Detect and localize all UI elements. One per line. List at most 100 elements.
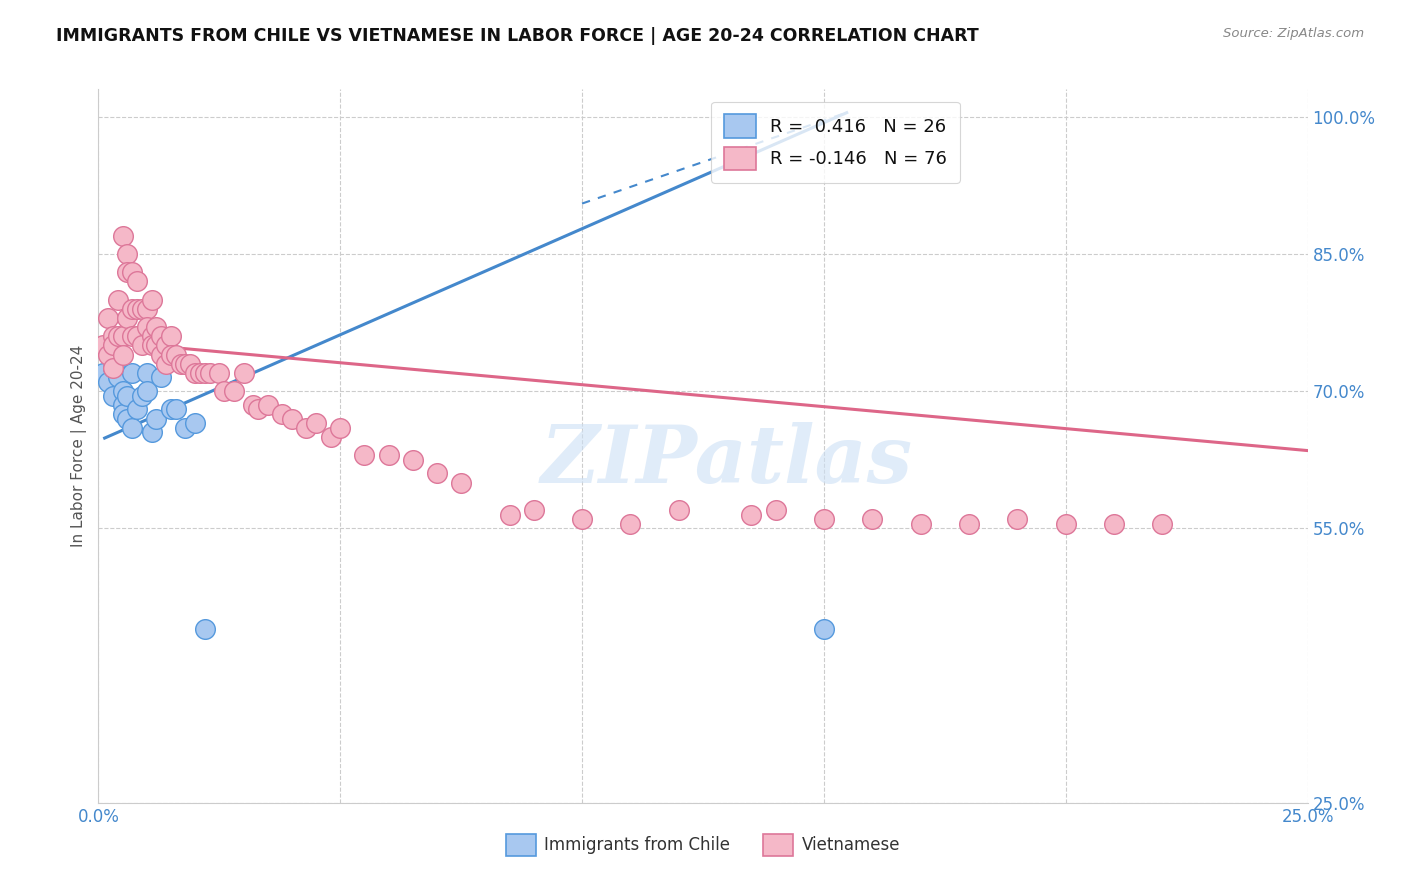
Text: IMMIGRANTS FROM CHILE VS VIETNAMESE IN LABOR FORCE | AGE 20-24 CORRELATION CHART: IMMIGRANTS FROM CHILE VS VIETNAMESE IN L… xyxy=(56,27,979,45)
Point xyxy=(91,366,114,380)
Point xyxy=(135,320,157,334)
Point xyxy=(295,420,318,434)
Point xyxy=(1152,516,1174,531)
Point xyxy=(160,347,183,361)
Point xyxy=(141,425,163,440)
Point xyxy=(141,338,163,352)
Point xyxy=(194,366,217,380)
Point xyxy=(111,384,134,398)
Point xyxy=(155,357,177,371)
Point xyxy=(127,301,149,316)
Point xyxy=(135,384,157,398)
Point xyxy=(198,366,221,380)
Point xyxy=(145,320,167,334)
Point xyxy=(127,329,149,343)
Point xyxy=(117,247,139,261)
Point xyxy=(150,329,173,343)
Point xyxy=(242,398,264,412)
Y-axis label: In Labor Force | Age 20-24: In Labor Force | Age 20-24 xyxy=(72,345,87,547)
Point xyxy=(1054,516,1077,531)
Point xyxy=(165,347,187,361)
Point xyxy=(668,503,690,517)
Point xyxy=(111,347,134,361)
Point xyxy=(329,420,352,434)
Point xyxy=(155,338,177,352)
Point xyxy=(305,416,328,430)
Legend: Immigrants from Chile, Vietnamese: Immigrants from Chile, Vietnamese xyxy=(499,828,907,863)
Point xyxy=(150,370,173,384)
Point xyxy=(121,420,143,434)
Point xyxy=(111,398,134,412)
Point xyxy=(121,366,143,380)
Point xyxy=(740,508,762,522)
Point xyxy=(117,389,139,403)
Point xyxy=(121,265,143,279)
Point xyxy=(135,366,157,380)
Point xyxy=(426,467,449,481)
Point xyxy=(121,301,143,316)
Point xyxy=(208,366,231,380)
Point xyxy=(232,366,254,380)
Point xyxy=(97,375,120,389)
Point xyxy=(160,329,183,343)
Point xyxy=(101,329,124,343)
Point xyxy=(160,402,183,417)
Point xyxy=(247,402,270,417)
Point xyxy=(910,516,932,531)
Point xyxy=(97,347,120,361)
Point xyxy=(107,352,129,367)
Point xyxy=(1007,512,1029,526)
Text: Source: ZipAtlas.com: Source: ZipAtlas.com xyxy=(1223,27,1364,40)
Point xyxy=(319,430,342,444)
Point xyxy=(107,370,129,384)
Point xyxy=(117,265,139,279)
Point xyxy=(271,407,294,421)
Point xyxy=(131,338,153,352)
Point xyxy=(150,347,173,361)
Point xyxy=(498,508,520,522)
Point xyxy=(353,448,375,462)
Point xyxy=(107,329,129,343)
Point xyxy=(127,402,149,417)
Point xyxy=(141,293,163,307)
Point xyxy=(184,416,207,430)
Point xyxy=(765,503,787,517)
Point xyxy=(111,407,134,421)
Point xyxy=(121,329,143,343)
Point xyxy=(860,512,883,526)
Point xyxy=(101,361,124,376)
Point xyxy=(165,402,187,417)
Point xyxy=(957,516,980,531)
Point xyxy=(450,475,472,490)
Point xyxy=(145,411,167,425)
Point xyxy=(111,228,134,243)
Point xyxy=(145,338,167,352)
Point xyxy=(222,384,245,398)
Point xyxy=(212,384,235,398)
Text: ZIPatlas: ZIPatlas xyxy=(541,422,914,499)
Point xyxy=(101,338,124,352)
Point xyxy=(127,274,149,288)
Point xyxy=(97,310,120,325)
Point xyxy=(169,357,191,371)
Point xyxy=(107,293,129,307)
Point xyxy=(117,411,139,425)
Point xyxy=(571,512,593,526)
Point xyxy=(131,301,153,316)
Point xyxy=(281,411,304,425)
Point xyxy=(813,512,835,526)
Point xyxy=(402,452,425,467)
Point xyxy=(101,361,124,376)
Point xyxy=(184,366,207,380)
Point xyxy=(1102,516,1125,531)
Point xyxy=(174,357,197,371)
Point xyxy=(194,622,217,636)
Point xyxy=(141,329,163,343)
Point xyxy=(101,389,124,403)
Point xyxy=(174,420,197,434)
Point xyxy=(619,516,641,531)
Point xyxy=(377,448,399,462)
Point xyxy=(91,338,114,352)
Point xyxy=(813,622,835,636)
Point xyxy=(117,310,139,325)
